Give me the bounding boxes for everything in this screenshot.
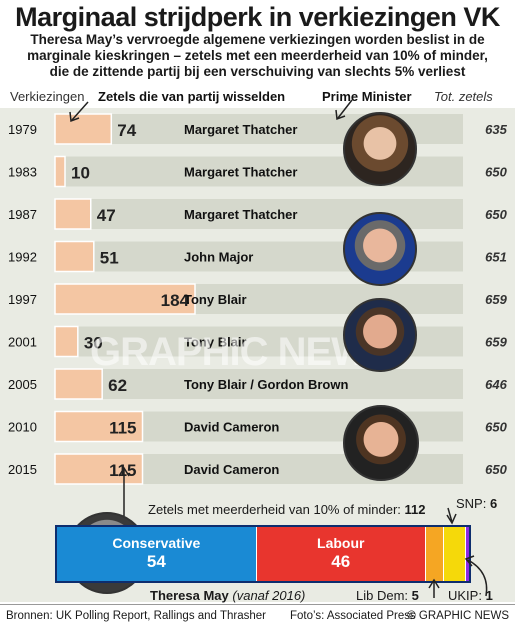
may-caption: Theresa May (vanaf 2016) [150, 588, 306, 603]
category-label: 2001 [8, 335, 37, 350]
snp-label: SNP: 6 [456, 496, 498, 511]
seat-segment-value: 46 [331, 552, 351, 571]
lib-dem-label: Lib Dem: 5 [356, 588, 419, 603]
pm-label: Tony Blair [184, 292, 247, 307]
bar [54, 410, 144, 443]
category-label: 2005 [8, 377, 37, 392]
footer-photos: Foto’s: Associated Press [290, 610, 416, 622]
data-label: 62 [108, 376, 127, 395]
subtitle-line: Theresa May’s vervroegde algemene verkie… [30, 32, 485, 47]
bar [54, 198, 92, 230]
total-seats-label: 650 [485, 420, 507, 435]
seat-segment-value: 54 [146, 552, 166, 571]
bar [54, 155, 66, 188]
x-axis-label: Verkiezingen [10, 89, 84, 104]
pm-label: Margaret Thatcher [184, 207, 297, 222]
series-legend: Zetels die van partij wisselden [98, 89, 285, 104]
seat-segment-labour: Labour 46 [255, 527, 425, 581]
category-label: 1983 [8, 165, 37, 180]
page-title: Marginaal strijdperk in verkiezingen VK [15, 2, 500, 32]
total-header: Tot. zetels [434, 89, 493, 104]
total-seats-label: 651 [485, 250, 507, 265]
subtitle-line: marginale kieskringen – zetels met een m… [27, 48, 488, 63]
pm-header: Prime Minister [322, 89, 412, 104]
category-label: 1979 [8, 122, 37, 137]
seat-breakdown-label: Zetels met meerderheid van 10% of minder… [148, 502, 426, 517]
photo-cameron [343, 405, 419, 481]
photo-thatcher [343, 112, 417, 186]
data-label: 115 [109, 419, 136, 438]
photo-major [343, 212, 417, 286]
footer-credit: © GRAPHIC NEWS [407, 610, 509, 622]
data-label: 10 [71, 164, 90, 183]
pm-label: Tony Blair / Gordon Brown [184, 377, 348, 392]
total-seats-label: 659 [485, 335, 507, 350]
category-label: 2015 [8, 462, 37, 477]
pm-label: Margaret Thatcher [184, 122, 297, 137]
seat-segment-ukip [465, 527, 469, 581]
pm-label: Margaret Thatcher [184, 165, 297, 180]
subtitle-line: die de zittende partij bij een verschuiv… [49, 64, 466, 79]
bar [54, 240, 95, 273]
total-seats-label: 650 [485, 462, 507, 477]
footer: Bronnen: UK Polling Report, Rallings and… [0, 604, 515, 628]
bar [54, 368, 103, 400]
pm-label: David Cameron [184, 462, 279, 477]
bar [54, 113, 113, 145]
seat-breakdown-total: 112 [404, 502, 426, 517]
data-label: 74 [117, 121, 136, 140]
bar [54, 325, 79, 358]
ukip-label: UKIP: 1 [448, 588, 493, 603]
seat-segment-conservative: Conservative 54 [57, 527, 256, 581]
category-label: 1992 [8, 250, 37, 265]
footer-sources: Bronnen: UK Polling Report, Rallings and… [6, 610, 266, 622]
total-seats-label: 635 [485, 122, 507, 137]
data-label: 47 [97, 206, 116, 225]
bar-track [55, 369, 463, 399]
total-seats-label: 650 [485, 207, 507, 222]
seat-segment-snp [443, 527, 466, 581]
category-label: 2010 [8, 420, 37, 435]
data-label: 184 [161, 291, 190, 310]
bar [54, 283, 196, 315]
subtitle: Theresa May’s vervroegde algemene verkie… [6, 32, 509, 80]
data-label: 115 [109, 461, 136, 480]
total-seats-label: 659 [485, 292, 507, 307]
data-label: 30 [84, 334, 103, 353]
category-label: 1997 [8, 292, 37, 307]
pm-label: John Major [184, 250, 253, 265]
seat-segment-lib-dem [424, 527, 444, 581]
header-row-bg [0, 86, 515, 108]
category-label: 1987 [8, 207, 37, 222]
pm-label: Tony Blair [184, 335, 247, 350]
total-seats-label: 646 [485, 377, 507, 392]
photo-blair [343, 298, 417, 372]
seat-segment-name: Labour [317, 535, 365, 551]
data-label: 51 [100, 249, 119, 268]
seat-breakdown-bar: Conservative 54 Labour 46 [55, 525, 471, 583]
pm-label: David Cameron [184, 420, 279, 435]
seat-segment-name: Conservative [112, 535, 201, 551]
total-seats-label: 650 [485, 165, 507, 180]
